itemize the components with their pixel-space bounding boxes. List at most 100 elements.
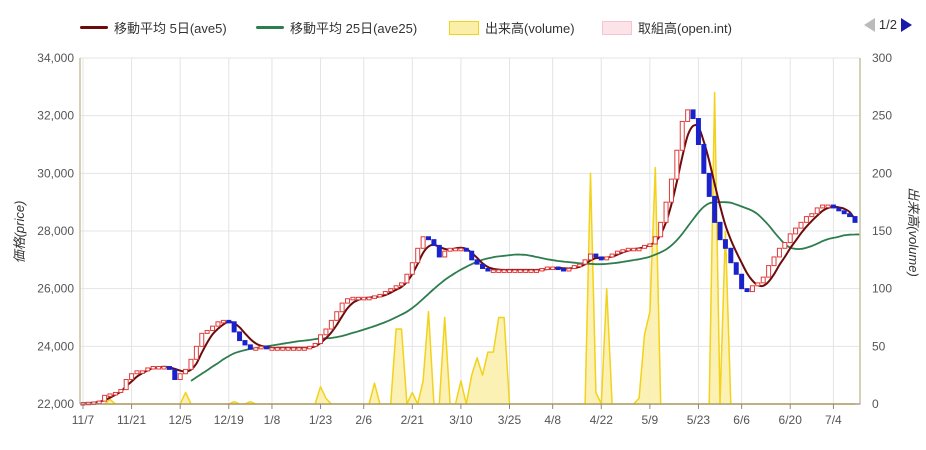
legend-label-volume: 出来高(volume) [485, 21, 575, 36]
volume-swatch [449, 20, 479, 35]
legend-item-openint[interactable]: 取組高(open.int) [602, 18, 732, 37]
legend: 移動平均 5日(ave5) 移動平均 25日(ave25) 出来高(volume… [0, 0, 926, 52]
candlestick-series [80, 109, 858, 406]
grid [80, 57, 860, 405]
candle-up [372, 295, 378, 299]
candle-up [420, 236, 426, 249]
x-tick-label: 1/23 [309, 413, 333, 427]
candle-up [641, 244, 647, 249]
candle-up [253, 347, 259, 351]
ave25-series [190, 201, 861, 382]
candle-down [690, 109, 696, 120]
candle-down [237, 331, 243, 342]
legend-item-volume[interactable]: 出来高(volume) [449, 18, 575, 37]
ave5-series [82, 123, 856, 405]
candle-up [312, 342, 318, 347]
x-tick-label: 11/21 [117, 413, 146, 427]
candle-up [679, 120, 685, 151]
candle-up [793, 227, 799, 235]
candle-up [350, 296, 356, 301]
candle-down [436, 244, 442, 258]
legend-item-ave25[interactable]: 移動平均 25日(ave25) [256, 18, 417, 37]
candle-up [183, 368, 189, 375]
candle-up [404, 273, 410, 284]
candle-up [787, 233, 793, 244]
candle-up [134, 370, 140, 375]
candle-up [604, 256, 610, 261]
candle-up [377, 293, 383, 298]
x-tick-label: 2/6 [355, 413, 372, 427]
candle-up [458, 247, 464, 252]
candle-down [463, 247, 469, 252]
candle-up [517, 269, 523, 273]
x-tick-label: 3/25 [498, 413, 522, 427]
candle-up [528, 269, 534, 273]
candle-up [150, 366, 156, 370]
candle-up [210, 325, 216, 331]
legend-label-ave25: 移動平均 25日(ave25) [290, 21, 418, 36]
candle-down [728, 247, 734, 264]
candle-up [269, 347, 275, 351]
candle-up [749, 285, 755, 293]
candle-up [339, 302, 345, 313]
candle-up [782, 242, 788, 249]
candle-up [614, 250, 620, 255]
x-tick-label: 1/8 [264, 413, 281, 427]
candle-up [296, 347, 302, 351]
ave25-swatch [256, 26, 284, 29]
candle-up [328, 319, 334, 330]
candle-down [242, 340, 248, 346]
candle-up [814, 207, 820, 215]
candle-up [102, 394, 108, 402]
candle-down [485, 267, 491, 272]
candle-up [755, 282, 761, 287]
candle-up [652, 236, 658, 245]
x-tick-label: 3/10 [449, 413, 473, 427]
candle-up [658, 221, 664, 238]
candle-up [512, 269, 518, 273]
x-tick-label: 5/9 [642, 413, 659, 427]
candle-up [280, 347, 286, 351]
candle-up [820, 204, 826, 209]
y-right-tick-label: 150 [872, 224, 892, 238]
candle-up [409, 262, 415, 275]
candle-up [291, 347, 297, 351]
previous-page-icon[interactable] [863, 17, 875, 32]
candle-down [555, 266, 561, 271]
candle-down [717, 221, 723, 241]
candle-up [323, 328, 329, 336]
next-page-icon[interactable] [901, 17, 912, 32]
ave5-swatch [80, 26, 108, 29]
x-tick-label: 4/22 [590, 413, 614, 427]
candle-down [836, 207, 842, 212]
candle-down [701, 144, 707, 174]
candle-up [199, 332, 205, 347]
candle-up [809, 213, 815, 218]
openint-swatch [602, 20, 632, 35]
candle-up [631, 247, 637, 252]
candle-down [264, 345, 270, 350]
y-left-tick-label: 22,000 [37, 397, 74, 411]
candle-up [145, 367, 151, 372]
candle-down [593, 253, 599, 258]
y-left-tick-label: 34,000 [37, 51, 74, 65]
candle-up [382, 291, 388, 295]
candle-up [447, 247, 453, 252]
candle-down [479, 263, 485, 269]
candle-up [301, 347, 307, 351]
candle-up [193, 345, 199, 360]
candle-up [776, 247, 782, 258]
candle-up [496, 269, 502, 273]
candle-up [393, 285, 399, 290]
x-tick-label: 12/19 [214, 413, 244, 427]
axes: 22,000 24,000 26,000 28,000 30,000 32,000 34,0… [37, 51, 892, 427]
x-tick-label: 2/21 [401, 413, 425, 427]
candle-up [620, 249, 626, 253]
candle-up [96, 400, 102, 405]
candle-down [841, 210, 847, 215]
legend-label-ave5: 移動平均 5日(ave5) [114, 21, 227, 36]
legend-item-ave5[interactable]: 移動平均 5日(ave5) [80, 18, 227, 37]
candle-down [722, 239, 728, 249]
ave25-line [190, 201, 861, 382]
candle-up [506, 269, 512, 273]
